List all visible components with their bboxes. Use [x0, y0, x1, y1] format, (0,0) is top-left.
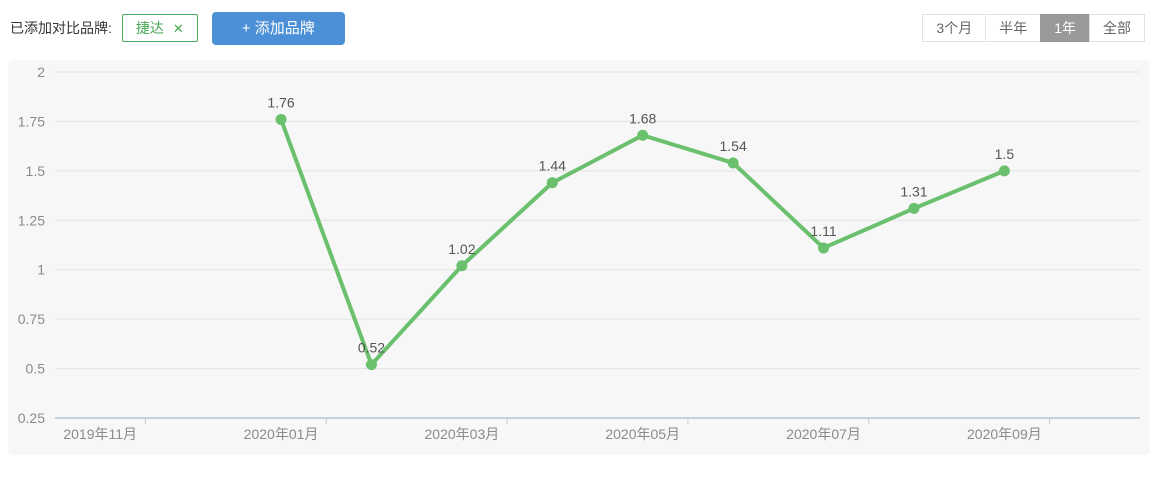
y-axis-label: 1: [37, 262, 45, 278]
data-point[interactable]: [275, 113, 287, 125]
x-axis-label: 2020年05月: [605, 426, 680, 442]
data-point[interactable]: [908, 202, 920, 214]
range-button-3[interactable]: 全部: [1089, 14, 1145, 42]
time-range-group: 3个月 半年 1年 全部: [922, 14, 1145, 42]
data-point[interactable]: [365, 359, 377, 371]
range-button-0[interactable]: 3个月: [922, 14, 987, 42]
trend-line-chart: 2 1.75 1.5 1.25 1 0.75 0.5 0.25 2019年11月 2020年01月…: [18, 64, 1140, 442]
x-axis-label: 2020年03月: [425, 426, 500, 442]
data-point[interactable]: [637, 129, 649, 141]
data-point-label: 1.76: [267, 94, 294, 110]
range-button-1[interactable]: 半年: [985, 14, 1042, 42]
data-point-label: 1.44: [539, 158, 566, 174]
remove-brand-icon[interactable]: ✕: [172, 20, 184, 36]
y-axis-label: 2: [37, 64, 45, 80]
y-axis-label: 0.75: [18, 311, 45, 327]
data-point[interactable]: [998, 165, 1010, 177]
toolbar: 已添加对比品牌: 捷达 ✕ + 添加品牌 3个月 半年 1年 全部: [0, 0, 1172, 56]
x-axis-label: 2020年09月: [967, 426, 1042, 442]
range-button-2[interactable]: 1年: [1040, 14, 1090, 42]
data-point-label: 1.68: [629, 110, 656, 126]
data-point[interactable]: [456, 260, 468, 272]
data-point-label: 0.52: [358, 340, 385, 356]
y-axis-label: 0.5: [26, 361, 46, 377]
y-axis-label: 0.25: [18, 410, 45, 426]
data-point-label: 1.11: [810, 223, 836, 239]
data-point-label: 1.02: [448, 241, 475, 257]
brand-tag-label: 捷达: [135, 20, 164, 36]
data-point[interactable]: [818, 242, 830, 254]
y-axis-label: 1.5: [26, 163, 46, 179]
data-point-label: 1.54: [720, 138, 747, 154]
data-point[interactable]: [546, 177, 558, 189]
data-point-label: 1.5: [995, 146, 1015, 162]
series-line: [279, 117, 1007, 367]
brand-tag: 捷达 ✕: [121, 14, 198, 42]
x-axis-label: 2020年01月: [244, 426, 319, 442]
chart-panel: 2 1.75 1.5 1.25 1 0.75 0.5 0.25 2019年11月 2020年01月…: [8, 60, 1150, 455]
data-point-label: 1.31: [900, 183, 927, 199]
add-brand-button[interactable]: + 添加品牌: [211, 11, 345, 45]
y-axis-label: 1.75: [18, 113, 45, 129]
y-axis-label: 1.25: [18, 212, 45, 228]
x-axis-label: 2020年07月: [786, 426, 861, 442]
x-axis-label: 2019年11月: [63, 426, 137, 442]
added-brands-label: 已添加对比品牌:: [10, 20, 112, 36]
data-point[interactable]: [727, 157, 739, 169]
